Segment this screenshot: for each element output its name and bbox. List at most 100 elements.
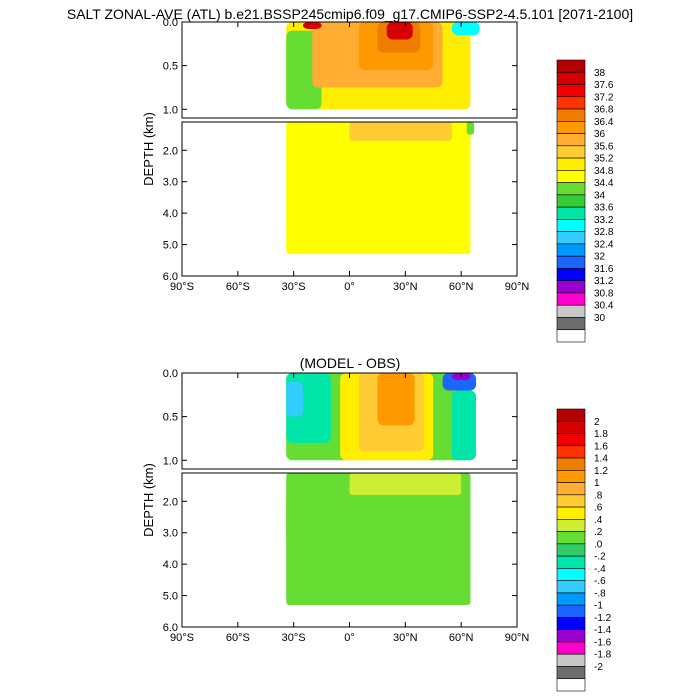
- colorbar-label: -.2: [594, 552, 606, 563]
- colorbar-label: 30.4: [594, 301, 614, 312]
- upper-panel-salinity: 0.0 0.5 1.0 2.0 3.0 4.0 5.0 6.090°S 60°S 30°S 0° 30…: [141, 17, 614, 343]
- colorbar-label: 1: [594, 478, 600, 489]
- colorbar-label: -1.8: [594, 650, 612, 661]
- colorbar-swatch: [556, 592, 586, 606]
- colorbar-label: 1.8: [594, 429, 608, 440]
- lower-panel-title: (MODEL - OBS): [300, 355, 401, 371]
- colorbar-label: 36: [594, 129, 606, 140]
- colorbar-label: -.8: [594, 588, 606, 599]
- lower-panel-model-minus-obs: 0.00.51.02.03.04.05.06.090°S 60°S 30°S 0° 30…: [141, 368, 612, 692]
- y-tick-label: 0.5: [163, 61, 178, 73]
- colorbar-swatch: [556, 666, 586, 680]
- y-axis-label: DEPTH (km): [141, 463, 156, 537]
- colorbar-label: 33.2: [594, 215, 614, 226]
- y-axis-label: DEPTH (km): [141, 112, 156, 186]
- colorbar-label: 1.2: [594, 466, 608, 477]
- colorbar-swatch: [556, 408, 586, 422]
- colorbar-label: 34: [594, 190, 606, 201]
- colorbar-label: 1.4: [594, 454, 608, 465]
- colorbar-label: 37.6: [594, 80, 614, 91]
- colorbar-swatch: [556, 470, 586, 483]
- field-patch: [466, 122, 475, 135]
- colorbar-swatch: [556, 482, 586, 496]
- y-tick-label: 2.0: [163, 496, 178, 508]
- colorbar-label: 34.4: [594, 178, 614, 189]
- colorbar-swatch: [556, 84, 586, 98]
- colorbar-swatch: [556, 317, 586, 331]
- colorbar-label: 32.8: [594, 227, 614, 238]
- colorbar-swatch: [556, 133, 586, 147]
- field-patch: [349, 122, 452, 141]
- colorbar-swatch: [556, 145, 586, 159]
- x-tick-label: 90°N: [505, 281, 530, 293]
- colorbar-swatch: [556, 641, 586, 655]
- x-tick-label: 60°S: [226, 281, 250, 293]
- field-patch: [386, 22, 413, 40]
- x-tick-label: 30°S: [282, 632, 306, 644]
- colorbar-swatch: [556, 304, 586, 318]
- x-tick-label: 0°: [344, 632, 355, 644]
- colorbar-label: .4: [594, 515, 603, 526]
- colorbar-label: 36.8: [594, 105, 614, 116]
- colorbar-swatch: [556, 433, 586, 447]
- field-patch: [286, 381, 303, 417]
- colorbar-swatch: [556, 629, 586, 643]
- colorbar-swatch: [556, 678, 586, 692]
- colorbar-swatch: [556, 653, 586, 667]
- field-patch: [286, 122, 471, 254]
- colorbar-swatch: [556, 519, 586, 532]
- y-tick-label: 6.0: [163, 622, 178, 634]
- colorbar-swatch: [556, 108, 586, 122]
- x-tick-label: 90°S: [170, 281, 194, 293]
- colorbar-swatch: [556, 543, 586, 557]
- colorbar-swatch: [556, 255, 586, 269]
- colorbar-swatch: [556, 329, 586, 343]
- x-tick-label: 30°N: [393, 632, 418, 644]
- y-tick-label: 0.0: [163, 368, 178, 380]
- field-patch: [451, 22, 480, 36]
- colorbar-label: -1.4: [594, 625, 612, 636]
- colorbar-swatch: [556, 580, 586, 594]
- y-tick-label: 0.0: [163, 17, 178, 29]
- colorbar-swatch: [556, 268, 586, 281]
- field-patch: [377, 373, 415, 426]
- colorbar-label: .2: [594, 527, 603, 538]
- colorbar-swatch: [556, 568, 586, 581]
- y-tick-label: 5.0: [163, 591, 178, 603]
- colorbar-label: 37.2: [594, 92, 614, 103]
- y-tick-label: 1.0: [163, 104, 178, 116]
- x-tick-label: 90°S: [170, 632, 194, 644]
- x-tick-label: 60°N: [449, 632, 474, 644]
- y-tick-label: 3.0: [163, 528, 178, 540]
- colorbar-label: -1: [594, 601, 603, 612]
- colorbar-swatch: [556, 445, 586, 459]
- y-tick-label: 5.0: [163, 240, 178, 252]
- colorbar-swatch: [556, 182, 586, 196]
- colorbar-label: 35.2: [594, 154, 614, 165]
- field-patch: [286, 495, 471, 539]
- colorbar-label: 31.2: [594, 276, 614, 287]
- y-tick-label: 4.0: [163, 208, 178, 220]
- y-tick-label: 4.0: [163, 559, 178, 571]
- colorbar-label: 35.6: [594, 141, 614, 152]
- colorbar-swatch: [556, 420, 586, 434]
- colorbar-label: 30.8: [594, 288, 614, 299]
- x-tick-label: 0°: [344, 281, 355, 293]
- colorbar-label: 36.4: [594, 117, 614, 128]
- colorbar-label: 38: [594, 68, 606, 79]
- colorbar-label: 33.6: [594, 203, 614, 214]
- colorbar-label: -1.2: [594, 613, 612, 624]
- colorbar-swatch: [556, 96, 586, 110]
- y-tick-label: 0.5: [163, 412, 178, 424]
- colorbar-label: 32: [594, 252, 606, 263]
- colorbar-swatch: [556, 59, 586, 73]
- colorbar-label: .8: [594, 490, 603, 501]
- colorbar-swatch: [556, 206, 586, 220]
- colorbar-label: 32.4: [594, 239, 614, 250]
- colorbar-swatch: [556, 219, 586, 232]
- colorbar-label: 1.6: [594, 441, 608, 452]
- colorbar-label: -2: [594, 662, 603, 673]
- field-patch: [451, 390, 477, 461]
- x-tick-label: 60°N: [449, 281, 474, 293]
